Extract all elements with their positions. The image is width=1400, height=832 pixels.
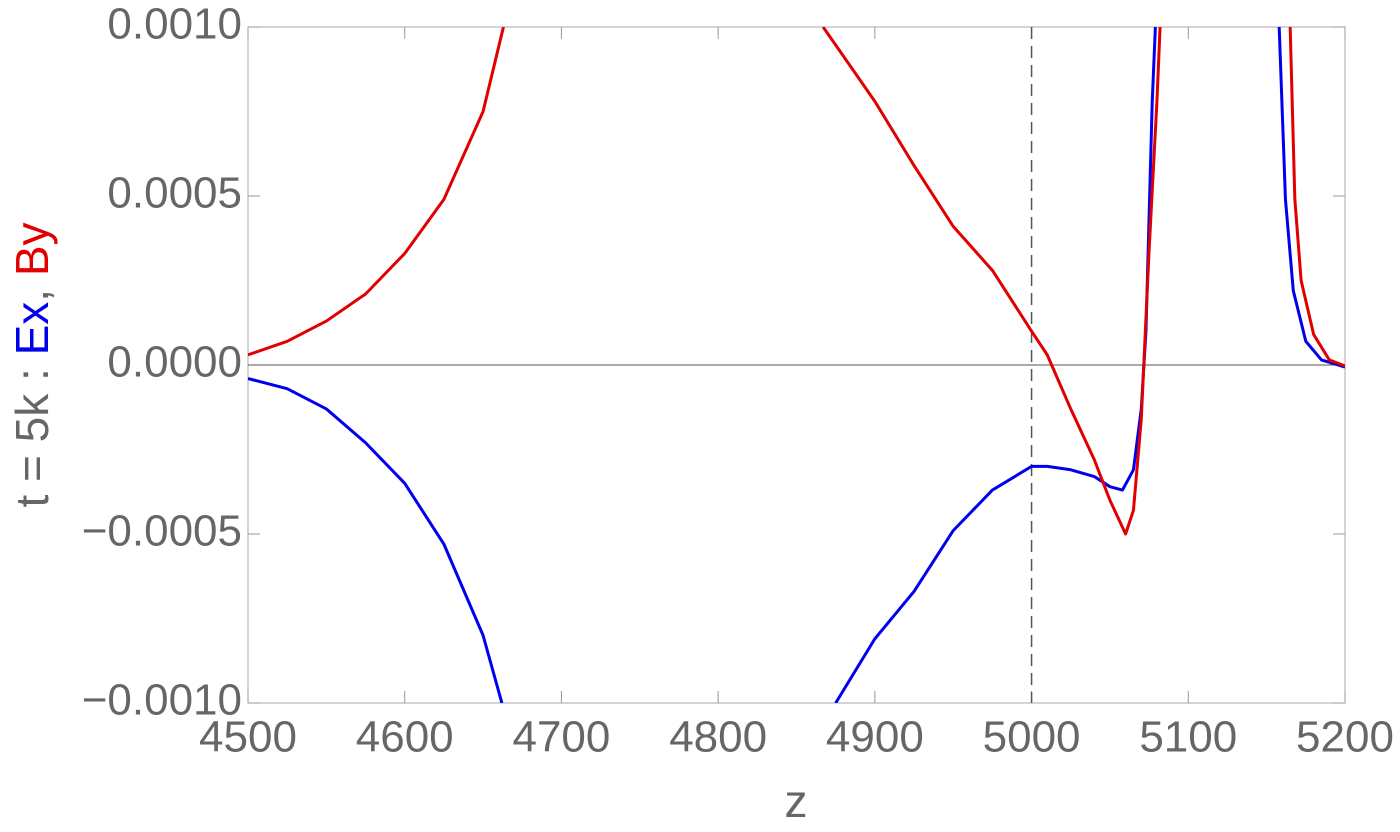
x-axis-label: z <box>785 775 808 827</box>
y-tick-label: −0.0010 <box>82 676 242 725</box>
x-tick-label: 5000 <box>983 713 1081 762</box>
series-line <box>248 27 1345 536</box>
x-tick-label: 5100 <box>1139 713 1237 762</box>
y-tick-label: −0.0005 <box>82 507 242 556</box>
y-label-part: Ex <box>6 302 58 356</box>
y-label-part: t = 5k : <box>6 355 58 507</box>
x-tick-label: 4800 <box>669 713 767 762</box>
x-tick-label: 4700 <box>512 713 610 762</box>
y-tick-label: 0.0005 <box>107 169 242 218</box>
plot-area <box>248 27 1345 703</box>
x-tick-label: 4500 <box>199 713 297 762</box>
x-tick-label: 5200 <box>1296 713 1394 762</box>
x-tick-label: 4600 <box>356 713 454 762</box>
y-tick-label: 0.0000 <box>107 338 242 387</box>
y-axis-label: t = 5k : Ex, By <box>6 222 58 507</box>
y-tick-label: 0.0010 <box>107 0 242 49</box>
x-tick-label: 4900 <box>826 713 924 762</box>
y-label-part: , <box>6 276 58 302</box>
y-label-part: By <box>6 222 58 276</box>
